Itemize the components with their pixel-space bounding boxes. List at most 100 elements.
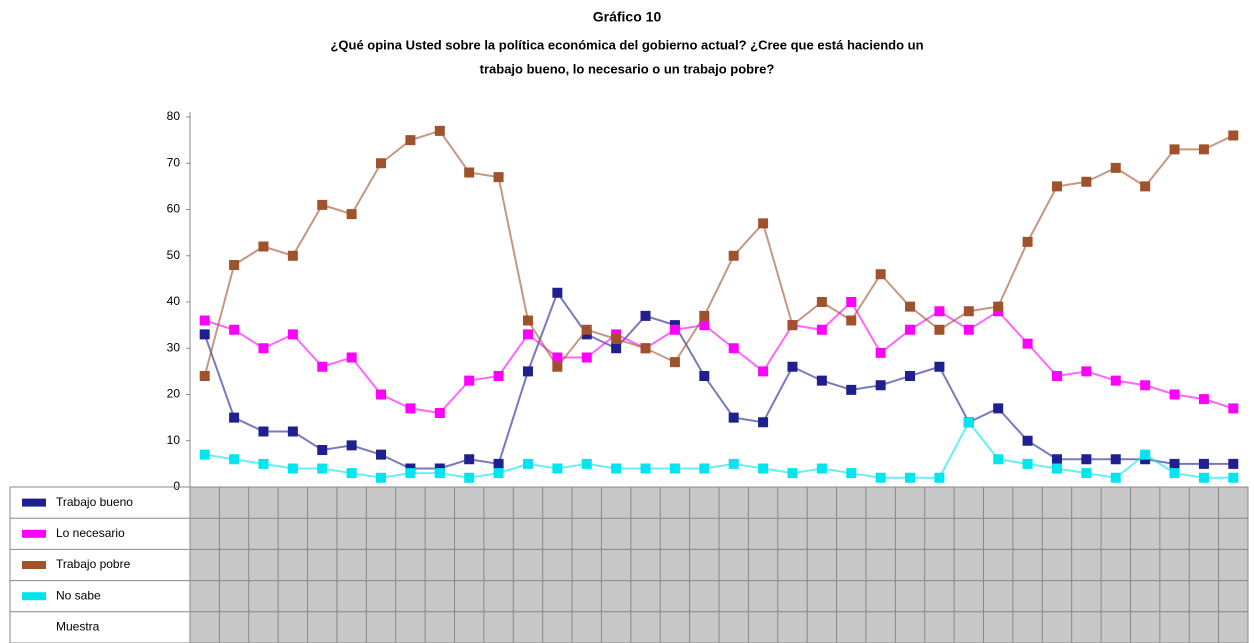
data-point	[1140, 380, 1151, 391]
data-point	[699, 463, 710, 474]
data-point	[875, 380, 886, 391]
y-tick-label: 30	[167, 340, 181, 354]
data-point	[434, 408, 445, 418]
data-point	[522, 315, 533, 326]
data-point	[199, 449, 210, 460]
data-point	[905, 324, 916, 335]
data-point	[669, 324, 680, 335]
legend-swatch	[22, 529, 46, 538]
data-point	[640, 343, 651, 354]
data-point	[434, 468, 445, 479]
data-point	[287, 426, 298, 437]
data-point	[846, 315, 857, 326]
data-point	[640, 310, 651, 321]
data-point	[1228, 458, 1239, 469]
data-point	[493, 172, 504, 183]
data-point	[699, 371, 710, 381]
data-point	[728, 343, 739, 354]
y-tick-label: 60	[167, 202, 181, 216]
data-point	[405, 468, 416, 479]
data-point	[1081, 176, 1092, 187]
data-point	[464, 375, 475, 386]
legend-label: Trabajo bueno	[56, 495, 133, 509]
data-point	[1140, 181, 1151, 192]
data-point	[287, 250, 298, 261]
data-point	[199, 329, 210, 340]
data-point	[493, 458, 504, 469]
data-point	[816, 375, 827, 386]
data-point	[1228, 130, 1239, 141]
data-point	[229, 454, 240, 465]
data-point	[993, 301, 1004, 312]
data-point	[376, 158, 387, 169]
data-point	[258, 426, 269, 437]
data-point	[669, 463, 680, 474]
data-point	[317, 361, 328, 372]
data-point	[1051, 371, 1062, 381]
data-point	[934, 361, 945, 372]
data-point	[287, 329, 298, 340]
data-point	[464, 454, 475, 465]
data-point	[846, 468, 857, 479]
data-point	[317, 445, 328, 455]
chart-subtitle: ¿Qué opina Usted sobre la política econó…	[330, 37, 923, 52]
data-point	[229, 324, 240, 335]
data-point	[434, 125, 445, 136]
data-point	[405, 403, 416, 414]
data-point	[963, 306, 974, 317]
data-point	[669, 357, 680, 368]
data-point	[1110, 472, 1121, 483]
chart-subtitle: trabajo bueno, lo necesario o un trabajo…	[480, 61, 775, 76]
data-point	[640, 463, 651, 474]
data-point	[1022, 236, 1033, 247]
data-point	[552, 287, 563, 298]
data-point	[787, 320, 798, 331]
data-point	[1198, 472, 1209, 483]
data-point	[1022, 435, 1033, 446]
data-point	[1051, 463, 1062, 474]
data-point	[1169, 468, 1180, 479]
y-tick-label: 70	[167, 155, 181, 169]
data-point	[816, 297, 827, 307]
y-tick-label: 80	[167, 109, 181, 123]
legend-label: No sabe	[56, 588, 101, 602]
data-point	[875, 472, 886, 483]
data-point	[376, 449, 387, 460]
data-point	[376, 472, 387, 483]
data-point	[1169, 458, 1180, 469]
data-point	[1051, 181, 1062, 192]
data-point	[1022, 458, 1033, 469]
data-point	[522, 458, 533, 469]
data-point	[1198, 394, 1209, 405]
y-tick-label: 50	[167, 248, 181, 262]
data-point	[199, 315, 210, 326]
data-point	[1198, 458, 1209, 469]
data-point	[1198, 144, 1209, 155]
data-point	[229, 412, 240, 423]
data-point	[963, 324, 974, 335]
data-point	[346, 352, 357, 363]
data-point	[552, 361, 563, 372]
data-point	[934, 324, 945, 335]
data-point	[258, 343, 269, 354]
data-point	[1051, 454, 1062, 465]
data-point	[1110, 375, 1121, 386]
series-line	[203, 129, 1234, 377]
data-point	[346, 209, 357, 220]
data-point	[581, 324, 592, 335]
chart-title: Gráfico 10	[593, 9, 662, 25]
data-point	[963, 417, 974, 428]
legend-swatch	[22, 561, 46, 569]
data-point	[846, 297, 857, 307]
y-tick-label: 10	[167, 433, 181, 447]
legend-swatch	[22, 592, 46, 601]
data-point	[699, 310, 710, 321]
data-point	[993, 403, 1004, 414]
data-point	[317, 199, 328, 210]
data-point	[199, 371, 210, 381]
y-tick-label: 20	[167, 387, 181, 401]
data-point	[611, 463, 622, 474]
data-point	[1228, 472, 1239, 483]
data-point	[522, 366, 533, 377]
